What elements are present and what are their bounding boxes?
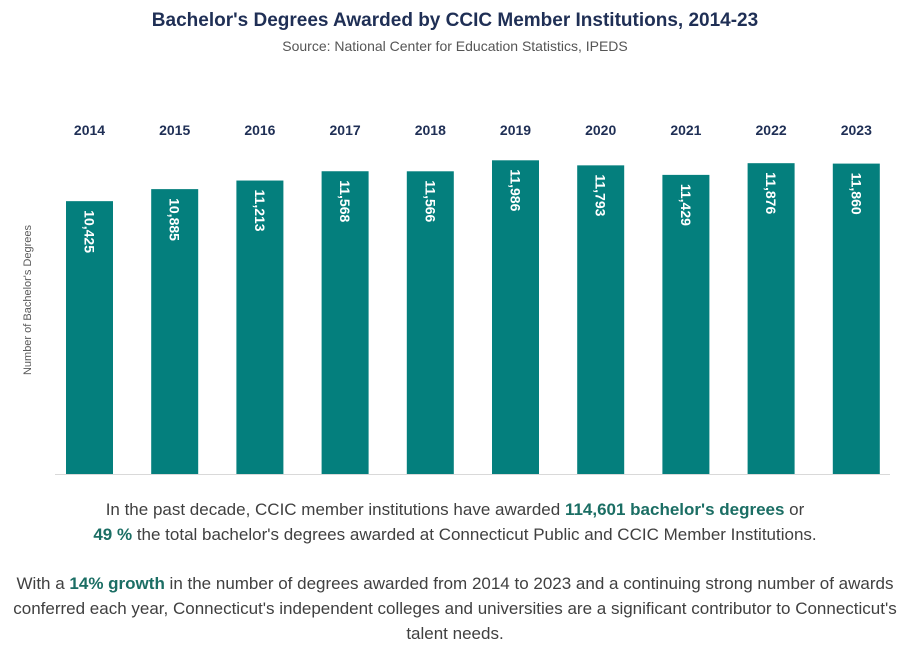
value-label-2021: 11,429: [678, 184, 694, 226]
p2-highlight-growth: 14% growth: [69, 574, 165, 593]
value-label-2015: 10,885: [167, 198, 183, 241]
year-label-2022: 2022: [756, 122, 787, 138]
bar-2016: [236, 180, 284, 474]
value-label-2020: 11,793: [593, 174, 609, 216]
year-label-2023: 2023: [841, 122, 872, 138]
p1-text-3: the total bachelor's degrees awarded at …: [132, 525, 817, 544]
value-label-2019: 11,986: [508, 169, 524, 211]
year-label-2021: 2021: [670, 122, 701, 138]
value-label-2017: 11,568: [337, 180, 353, 222]
value-label-2018: 11,566: [422, 180, 438, 222]
year-label-2016: 2016: [244, 122, 275, 138]
p1-text-2: or: [784, 500, 805, 519]
year-label-2014: 2014: [74, 122, 105, 138]
year-label-2015: 2015: [159, 122, 190, 138]
bar-2019: [492, 160, 539, 475]
bar-2020: [577, 165, 625, 474]
summary-paragraph-1: In the past decade, CCIC member institut…: [0, 497, 910, 547]
p2-text-2: in the number of degrees awarded from 20…: [13, 574, 897, 643]
bar-2014: [66, 201, 113, 474]
value-label-2022: 11,876: [763, 172, 779, 214]
bar-2017: [321, 171, 369, 474]
p1-highlight-degrees: 114,601 bachelor's degrees: [564, 500, 785, 519]
year-label-2018: 2018: [415, 122, 446, 138]
value-label-2023: 11,860: [848, 173, 864, 215]
year-label-2019: 2019: [500, 122, 531, 138]
bar-2022: [747, 163, 795, 475]
p2-text-1: With a: [16, 574, 70, 593]
summary-paragraph-2: With a 14% growth in the number of degre…: [0, 571, 910, 646]
bar-2018: [406, 171, 454, 475]
year-label-2017: 2017: [330, 122, 361, 138]
chart-subtitle: Source: National Center for Education St…: [282, 38, 628, 54]
bar-2015: [151, 189, 199, 474]
value-label-2014: 10,425: [82, 210, 98, 253]
chart-title: Bachelor's Degrees Awarded by CCIC Membe…: [151, 10, 759, 31]
bar-chart: 2014 10,425 2015 10,885 2016 11,213 2017 11,568…: [55, 122, 890, 475]
value-label-2016: 11,213: [252, 190, 268, 232]
year-label-2020: 2020: [585, 122, 616, 138]
bar-2023: [832, 163, 880, 474]
bar-2021: [662, 174, 710, 474]
p1-highlight-percent: 49 %: [93, 525, 133, 544]
p1-text-1: In the past decade, CCIC member institut…: [105, 500, 565, 519]
